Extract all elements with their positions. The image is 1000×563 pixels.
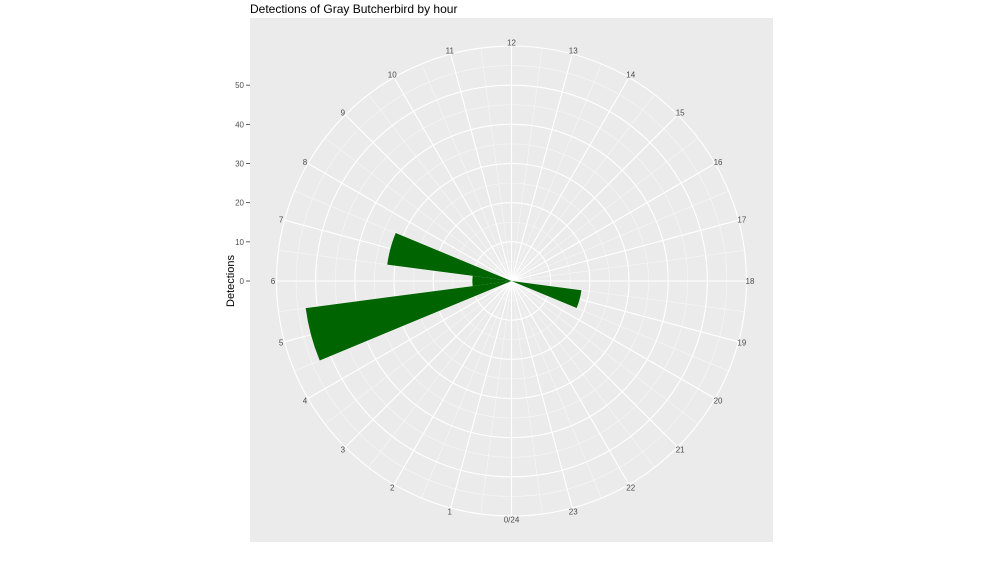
hour-label: 20	[714, 396, 723, 405]
hour-label: 11	[446, 47, 455, 56]
grid-spoke	[450, 53, 513, 282]
grid-spoke	[511, 163, 716, 282]
hour-label: 1	[448, 507, 453, 516]
y-tick-label: 30	[235, 160, 244, 169]
hour-label: 18	[746, 277, 755, 286]
hour-label: 16	[714, 158, 723, 167]
hour-label: 10	[388, 70, 397, 79]
bar-hour-7	[387, 233, 512, 281]
hour-label: 14	[626, 70, 635, 79]
hour-label: 15	[676, 108, 685, 117]
hour-label: 23	[569, 507, 578, 516]
grid-spoke	[307, 163, 512, 282]
bar-hour-19	[511, 281, 582, 308]
hour-label: 17	[737, 215, 746, 224]
y-axis-label: Detections	[225, 255, 237, 307]
grid-spoke	[510, 280, 573, 509]
hour-label: 19	[737, 339, 746, 348]
hour-label: 13	[569, 47, 578, 56]
hour-label: 8	[303, 158, 308, 167]
y-tick-label: 50	[235, 81, 244, 90]
grid-spoke	[344, 280, 512, 448]
grid-spoke	[393, 77, 512, 282]
hour-label: 2	[390, 484, 395, 493]
grid-spoke	[344, 114, 512, 282]
hour-label: 7	[279, 215, 284, 224]
hour-label: 4	[303, 396, 308, 405]
hour-label: 0/24	[504, 516, 520, 525]
y-axis: 0 10 20 30 40 50	[235, 81, 250, 286]
grid-spoke	[511, 280, 716, 399]
grid-spoke	[511, 280, 679, 448]
grid-spoke	[511, 77, 630, 282]
hour-label: 3	[341, 446, 346, 455]
y-tick-label: 20	[235, 199, 244, 208]
hour-label: 5	[279, 339, 284, 348]
y-tick-label: 10	[235, 238, 244, 247]
bar-hour-5	[305, 281, 512, 361]
grid-spoke	[511, 280, 630, 485]
grid-spoke	[450, 280, 513, 509]
y-tick-label: 0	[240, 277, 245, 286]
grid-spoke	[510, 53, 573, 282]
chart-title: Detections of Gray Butcherbird by hour	[250, 2, 457, 16]
hour-label: 6	[271, 277, 276, 286]
hour-label: 22	[626, 484, 635, 493]
hour-label: 12	[507, 39, 516, 48]
grid-spoke	[393, 280, 512, 485]
hour-label: 21	[676, 446, 685, 455]
hour-label: 9	[341, 108, 346, 117]
grid-spoke	[307, 280, 512, 399]
grid-spoke	[511, 219, 739, 282]
hour-labels: 0/24123456789101112131415161718192021222…	[271, 39, 755, 525]
grid-spoke	[511, 114, 679, 282]
bars-layer	[305, 233, 582, 361]
y-tick-label: 40	[235, 120, 244, 129]
bar-hour-6	[472, 275, 512, 287]
